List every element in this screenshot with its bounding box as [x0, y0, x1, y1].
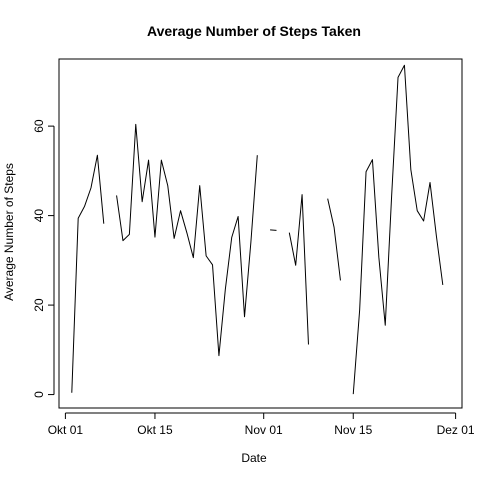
x-tick-label: Dez 01 [437, 423, 475, 437]
y-tick-label: 40 [32, 209, 46, 223]
y-axis-label: Average Number of Steps [2, 163, 16, 301]
series-layer [71, 64, 444, 395]
x-tick-label: Nov 15 [334, 423, 372, 437]
x-tick-label: Okt 01 [48, 423, 84, 437]
y-tick-label: 60 [32, 119, 46, 133]
chart-title: Average Number of Steps Taken [147, 23, 361, 39]
series-line-segment [352, 64, 444, 395]
x-tick-label: Nov 01 [245, 423, 283, 437]
series-line-segment [288, 194, 309, 345]
y-axis: 0 20 40 60 [32, 119, 55, 398]
series-line-segment [71, 154, 105, 393]
y-tick-label: 20 [32, 298, 46, 312]
x-axis-label: Date [241, 451, 267, 465]
plot-frame [58, 58, 463, 409]
x-axis: Okt 01 Okt 15 Nov 01 Nov 15 Dez 01 [48, 412, 475, 437]
series-1 [71, 64, 444, 395]
x-tick-label: Okt 15 [137, 423, 173, 437]
y-tick-label: 0 [32, 391, 46, 398]
series-line-segment [327, 198, 341, 281]
series-line-segment [116, 123, 258, 357]
